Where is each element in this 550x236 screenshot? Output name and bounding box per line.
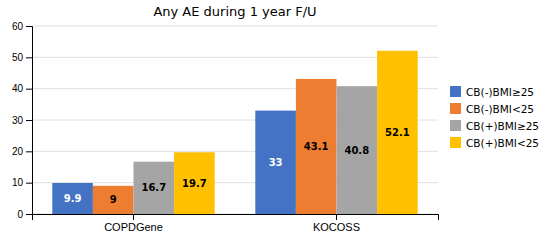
bar xyxy=(174,152,215,214)
y-tick: 60 xyxy=(12,21,32,32)
title: Any AE during 1 year F/U xyxy=(153,4,316,19)
legend-swatch xyxy=(450,137,461,148)
plot: 9.9 33 9 43.1 16.7 40.8 19.7 52.1 COPDGene KOCOSS… xyxy=(12,21,439,233)
data-label: 40.8 xyxy=(344,145,369,156)
bar xyxy=(296,79,337,214)
data-label: 33 xyxy=(269,157,283,168)
data-label: 9 xyxy=(110,194,117,205)
x-tick-mark xyxy=(133,214,134,220)
grid xyxy=(32,26,438,214)
x-axis: COPDGene KOCOSS xyxy=(33,214,439,233)
legend-item: CB(+)BMI≥25 xyxy=(450,120,539,132)
y-tick-mark xyxy=(26,214,32,215)
data-label: 9.9 xyxy=(64,193,82,204)
legend-label: CB(-)BMI≥25 xyxy=(466,86,534,98)
x-tick-label: KOCOSS xyxy=(313,221,360,233)
data-label: 52.1 xyxy=(385,127,410,138)
legend-label: CB(+)BMI<25 xyxy=(466,137,539,149)
bar xyxy=(134,162,175,214)
grid-line xyxy=(32,26,438,27)
x-tick: KOCOSS xyxy=(313,214,360,233)
y-tick-mark xyxy=(26,57,32,58)
legend-item: CB(+)BMI<25 xyxy=(450,137,539,149)
axis-domain xyxy=(26,27,33,215)
data-label: 43.1 xyxy=(304,141,329,152)
y-tick: 30 xyxy=(12,115,32,126)
y-tick-label: 20 xyxy=(12,146,24,157)
bar xyxy=(377,51,418,214)
chart: 9.9 33 9 43.1 16.7 40.8 19.7 52.1 COPDGene KOCOSS… xyxy=(0,0,550,236)
bar xyxy=(93,186,134,214)
y-tick-label: 60 xyxy=(12,21,24,32)
legend-swatch xyxy=(450,103,461,114)
x-tick-mark xyxy=(336,214,337,220)
y-tick-label: 40 xyxy=(12,83,24,94)
legend-item: CB(-)BMI<25 xyxy=(450,103,534,115)
legend-swatch xyxy=(450,86,461,97)
y-axis: 0 10 20 30 40 50 60 xyxy=(12,21,33,220)
axis-domain xyxy=(33,215,439,221)
data-label: 16.7 xyxy=(141,182,166,193)
y-tick-mark xyxy=(26,26,32,27)
y-tick: 20 xyxy=(12,146,32,157)
y-tick: 0 xyxy=(17,209,32,220)
legend-swatch xyxy=(450,120,461,131)
bar xyxy=(52,183,93,214)
y-tick-label: 30 xyxy=(12,115,24,126)
y-tick-label: 50 xyxy=(12,52,24,63)
legend-label: CB(+)BMI≥25 xyxy=(466,120,539,132)
bar xyxy=(337,86,378,214)
data-label: 19.7 xyxy=(182,178,207,189)
y-tick-mark xyxy=(26,183,32,184)
x-tick-label: COPDGene xyxy=(104,221,163,233)
y-tick-mark xyxy=(26,89,32,90)
y-tick: 40 xyxy=(12,83,32,94)
data-labels: 9.9 33 9 43.1 16.7 40.8 19.7 52.1 xyxy=(64,127,410,206)
legend-item: CB(-)BMI≥25 xyxy=(450,86,534,98)
legend-label: CB(-)BMI<25 xyxy=(466,103,534,115)
y-tick-mark xyxy=(26,120,32,121)
y-tick-mark xyxy=(26,151,32,152)
legend: CB(-)BMI≥25 CB(-)BMI<25 CB(+)BMI≥25 CB(+)BM… xyxy=(450,86,539,149)
bar xyxy=(255,111,296,214)
x-tick: COPDGene xyxy=(104,214,163,233)
bars xyxy=(52,51,417,214)
y-tick: 10 xyxy=(12,177,32,188)
y-tick: 50 xyxy=(12,52,32,63)
y-tick-label: 10 xyxy=(12,177,24,188)
y-tick-label: 0 xyxy=(17,209,23,220)
